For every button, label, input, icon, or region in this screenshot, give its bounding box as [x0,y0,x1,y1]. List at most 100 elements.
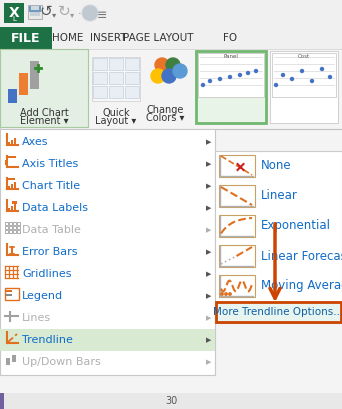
Text: ▶: ▶ [206,314,211,320]
Text: ▶: ▶ [206,358,211,364]
Bar [0,393,4,409]
Text: ▶: ▶ [206,270,211,276]
Bar [0,130,215,375]
Bar [219,216,255,237]
Circle shape [219,78,222,81]
Circle shape [228,76,232,79]
Text: 30: 30 [165,395,177,405]
Bar [109,59,123,71]
Circle shape [301,70,303,73]
Text: ▾: ▾ [52,10,56,19]
Text: ↺: ↺ [40,4,52,19]
Bar [12,202,17,204]
Bar [8,143,10,146]
Text: Element ▾: Element ▾ [20,116,68,126]
Bar [0,50,88,128]
Text: Moving Average: Moving Average [261,279,342,292]
Text: FO: FO [223,33,237,43]
Bar [9,230,12,234]
Text: ·: · [78,9,82,19]
Bar [216,302,341,322]
Text: Linear Forecast: Linear Forecast [261,249,342,262]
Bar [5,288,19,300]
Bar [5,161,7,166]
Text: ▶: ▶ [206,204,211,211]
Text: ▶: ▶ [206,292,211,298]
Circle shape [209,80,211,83]
Circle shape [275,84,277,87]
Bar [9,222,12,225]
Text: Data Table: Data Table [22,225,81,234]
Circle shape [229,293,231,295]
Bar [8,157,16,159]
Bar [12,355,16,362]
Text: ▶: ▶ [206,139,211,145]
Bar [92,58,140,102]
Text: L: L [12,16,16,22]
Bar [215,301,342,323]
Bar [0,393,342,409]
Bar [219,186,255,207]
Text: More Trendline Options...: More Trendline Options... [213,306,342,316]
Bar [198,54,264,98]
Text: Cost: Cost [298,54,310,59]
Text: ▶: ▶ [206,248,211,254]
Text: Exponential: Exponential [261,219,331,232]
Bar [93,59,107,71]
Text: Up/Down Bars: Up/Down Bars [22,356,101,366]
Bar [219,155,255,178]
Circle shape [151,70,165,84]
Bar [5,222,8,225]
Circle shape [225,293,227,295]
Text: INSERT: INSERT [90,33,126,43]
Bar [13,222,16,225]
Bar [219,245,255,267]
Text: ▶: ▶ [206,182,211,189]
Circle shape [254,70,258,73]
Text: FILE: FILE [11,32,41,45]
Bar [5,227,8,229]
Bar [13,230,16,234]
Text: Axes: Axes [22,137,49,147]
Bar [125,87,139,99]
Text: Chart Title: Chart Title [22,180,80,191]
Text: Data Labels: Data Labels [22,202,88,213]
Bar [30,13,40,17]
Text: Trendline: Trendline [22,334,73,344]
Bar [93,87,107,99]
Text: None: None [261,159,292,172]
Bar [8,187,10,189]
Bar [31,7,39,11]
Text: ≡: ≡ [97,9,107,22]
Text: ↻: ↻ [57,4,70,19]
Bar [93,73,107,85]
Circle shape [247,72,250,75]
Circle shape [290,78,293,81]
Text: HOME: HOME [52,33,84,43]
Bar [0,28,342,50]
Text: Lines: Lines [22,312,51,322]
Bar [0,0,342,28]
Bar [109,73,123,85]
Bar [109,87,123,99]
Text: ▶: ▶ [206,161,211,166]
Text: Layout ▾: Layout ▾ [95,116,136,126]
Bar [215,152,342,323]
Bar [13,227,16,229]
Bar [125,73,139,85]
Bar [0,329,215,351]
Circle shape [83,7,97,21]
Text: Legend: Legend [22,290,63,300]
Bar [6,294,12,296]
Bar [28,6,42,20]
Bar [30,62,39,90]
Text: Gridlines: Gridlines [22,268,71,278]
Text: Error Bars: Error Bars [22,246,78,256]
Bar [14,182,16,189]
Bar [29,7,41,13]
Bar [8,209,10,211]
Circle shape [281,74,285,77]
Circle shape [155,59,169,73]
Text: Panel: Panel [224,54,238,59]
Bar [19,74,28,96]
